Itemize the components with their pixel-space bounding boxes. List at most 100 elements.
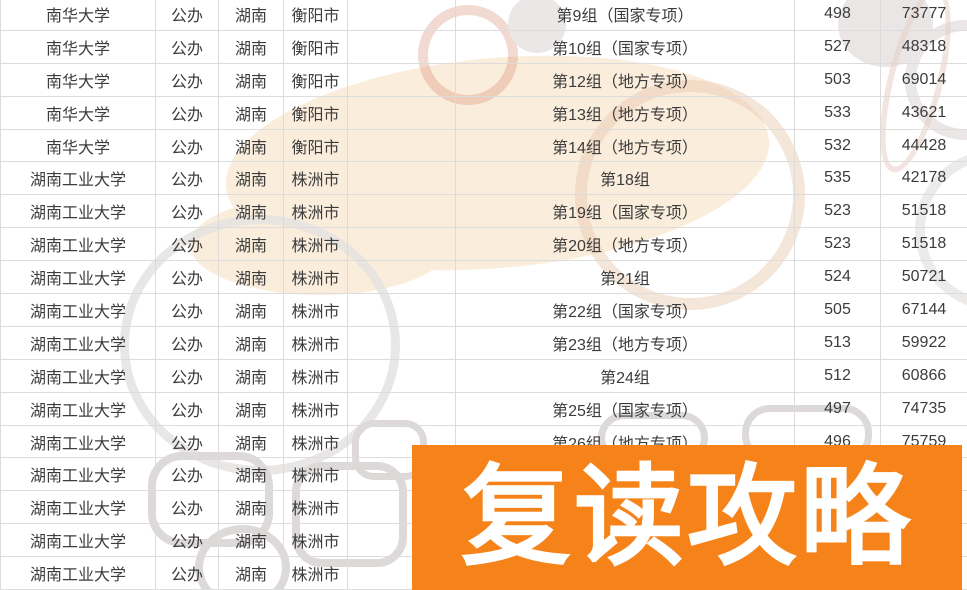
cell-rank: 74735 [881,393,967,425]
cell-rank: 51518 [881,195,967,227]
cell-university: 湖南工业大学 [1,162,156,195]
table-row: 南华大学 公办 湖南 衡阳市 第10组（国家专项） 527 48318 [1,30,967,64]
cell-city: 株洲市 [284,359,348,392]
cell-type: 公办 [156,425,219,458]
cell-type: 公办 [156,228,219,261]
cell-city: 株洲市 [284,261,348,294]
cell-province: 湖南 [219,491,284,524]
cell-type: 公办 [156,359,219,392]
cell-type: 公办 [156,392,219,425]
cell-group: 第23组（地方专项） [456,326,795,359]
table-row: 湖南工业大学 公办 湖南 株洲市 第22组（国家专项） 505 67144 [1,294,967,327]
cell-city: 株洲市 [284,524,348,557]
cell-university: 南华大学 [1,0,156,30]
cell-spacer [348,0,456,30]
cell-university: 湖南工业大学 [1,557,156,590]
cell-rank: 42178 [881,162,967,194]
cell-rank: 60866 [881,360,967,392]
cell-university: 湖南工业大学 [1,261,156,294]
cell-score: 523 [795,195,881,228]
cell-province: 湖南 [219,0,284,30]
cell-group: 第24组 [456,359,795,392]
cell-spacer [348,96,456,129]
cell-rank: 43621 [881,97,967,129]
cell-spacer [348,294,456,326]
cell-spacer [348,228,456,261]
cell-city: 株洲市 [284,228,348,261]
table-row: 湖南工业大学 公办 湖南 株洲市 第24组 512 60866 [1,359,967,393]
cell-type: 公办 [156,96,219,129]
cell-city: 株洲市 [284,425,348,458]
cell-rank: 51518 [881,228,967,260]
cell-type: 公办 [156,294,219,326]
cell-province: 湖南 [219,425,284,458]
cell-type: 公办 [156,491,219,524]
cell-group: 第13组（地方专项） [456,96,795,129]
cell-rank: 67144 [881,294,967,326]
cell-type: 公办 [156,30,219,63]
cell-city: 株洲市 [284,326,348,359]
table-row: 南华大学 公办 湖南 衡阳市 第13组（地方专项） 533 43621 [1,96,967,130]
cell-province: 湖南 [219,162,284,195]
cell-city: 株洲市 [284,294,348,326]
cell-spacer [348,326,456,359]
cell-spacer [348,162,456,195]
cell-type: 公办 [156,0,219,30]
cell-score: 513 [795,326,881,359]
cell-university: 南华大学 [1,96,156,129]
cell-province: 湖南 [219,294,284,326]
cell-group: 第21组 [456,261,795,294]
cell-province: 湖南 [219,326,284,359]
cell-group: 第22组（国家专项） [456,294,795,326]
cell-city: 衡阳市 [284,0,348,30]
cell-city: 株洲市 [284,458,348,491]
cell-province: 湖南 [219,359,284,392]
cell-province: 湖南 [219,96,284,129]
cell-university: 湖南工业大学 [1,425,156,458]
cell-group: 第18组 [456,162,795,195]
cell-spacer [348,129,456,162]
cell-score: 523 [795,228,881,261]
cell-rank: 59922 [881,327,967,359]
cell-university: 湖南工业大学 [1,294,156,326]
cell-type: 公办 [156,129,219,162]
cell-city: 衡阳市 [284,63,348,96]
table-row: 南华大学 公办 湖南 衡阳市 第12组（地方专项） 503 69014 [1,63,967,97]
cell-province: 湖南 [219,129,284,162]
cell-group: 第19组（国家专项） [456,195,795,228]
cell-group: 第14组（地方专项） [456,129,795,162]
cell-spacer [348,261,456,294]
cell-type: 公办 [156,195,219,228]
cell-type: 公办 [156,524,219,557]
cell-type: 公办 [156,261,219,294]
cell-province: 湖南 [219,524,284,557]
cell-university: 湖南工业大学 [1,524,156,557]
cell-spacer [348,195,456,228]
cell-rank: 48318 [881,31,967,63]
cell-group: 第20组（地方专项） [456,228,795,261]
cell-city: 株洲市 [284,195,348,228]
cell-city: 株洲市 [284,392,348,425]
cell-city: 株洲市 [284,162,348,195]
cell-type: 公办 [156,326,219,359]
cell-university: 湖南工业大学 [1,228,156,261]
cell-province: 湖南 [219,261,284,294]
cell-city: 衡阳市 [284,129,348,162]
cell-spacer [348,425,456,458]
cell-province: 湖南 [219,30,284,63]
cell-university: 南华大学 [1,129,156,162]
cell-group: 第9组（国家专项） [456,0,795,30]
cell-rank: 50721 [881,261,967,293]
cell-university: 湖南工业大学 [1,359,156,392]
cell-score: 498 [795,0,881,30]
cell-score: 527 [795,30,881,63]
cell-city: 衡阳市 [284,30,348,63]
cell-rank: 69014 [881,64,967,96]
cell-university: 南华大学 [1,63,156,96]
cell-group: 第10组（国家专项） [456,30,795,63]
cell-university: 湖南工业大学 [1,491,156,524]
cell-spacer [348,30,456,63]
cell-province: 湖南 [219,392,284,425]
cell-university: 湖南工业大学 [1,195,156,228]
